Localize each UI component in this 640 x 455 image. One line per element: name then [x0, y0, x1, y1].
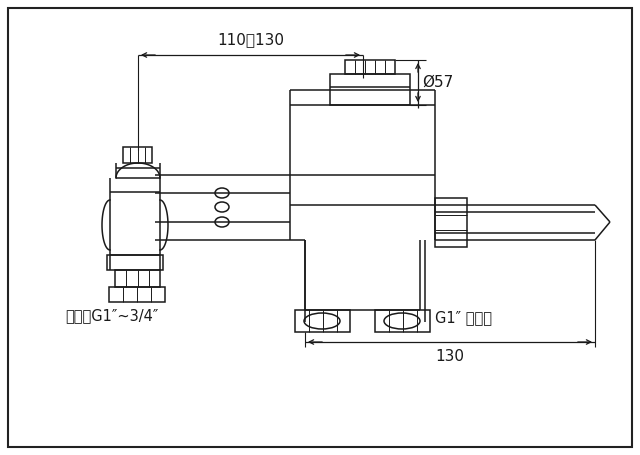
Text: Ø57: Ø57 [422, 75, 453, 90]
Bar [435, 198, 467, 247]
Bar [330, 74, 410, 105]
Bar [345, 60, 395, 74]
Text: G1″ 下水口: G1″ 下水口 [435, 310, 492, 325]
Text: 进水口G1″~3/4″: 进水口G1″~3/4″ [65, 308, 158, 323]
Bar [295, 310, 350, 332]
Text: 110～130: 110～130 [217, 32, 284, 47]
Bar [123, 147, 152, 163]
Bar [115, 270, 160, 287]
Text: 130: 130 [435, 349, 465, 364]
Bar [375, 310, 430, 332]
Bar [107, 255, 163, 270]
Bar [109, 287, 165, 302]
